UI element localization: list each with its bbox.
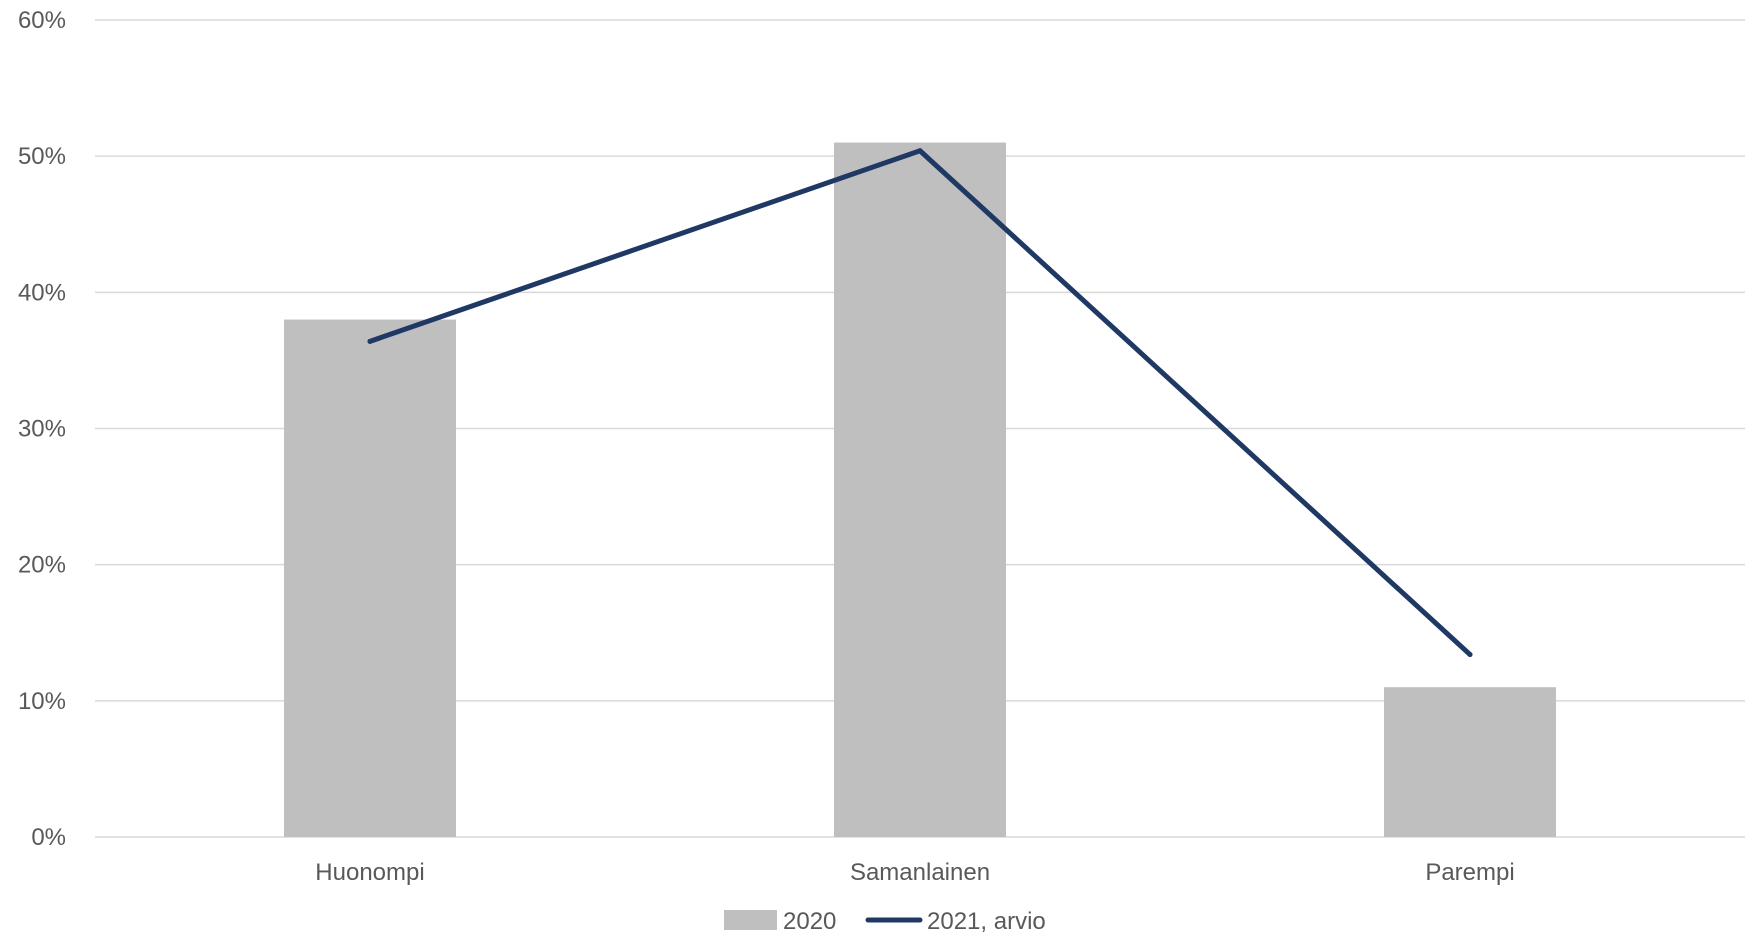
x-tick-label: Parempi (1425, 859, 1514, 886)
legend-swatch-2020 (724, 910, 777, 930)
y-axis-ticks: 0% 10% 20% 30% 40% 50% 60% (18, 7, 66, 851)
line-point-parempi (1467, 652, 1473, 658)
bar-2020-parempi (1384, 687, 1556, 837)
bar-2020-samanlainen (834, 142, 1006, 838)
y-tick-label: 40% (18, 279, 66, 306)
line-series (367, 148, 1473, 658)
x-tick-label: Huonompi (315, 859, 424, 886)
y-tick-label: 50% (18, 143, 66, 170)
y-tick-label: 60% (18, 7, 66, 34)
y-tick-label: 30% (18, 416, 66, 443)
x-tick-label: Samanlainen (850, 859, 990, 886)
y-tick-label: 10% (18, 688, 66, 715)
line-point-huonompi (367, 338, 373, 344)
legend: 2020 2021, arvio (724, 908, 1046, 935)
legend-label-2020: 2020 (783, 908, 836, 935)
bar-series (284, 142, 1556, 838)
bar-2020-huonompi (284, 319, 456, 838)
line-point-samanlainen (917, 148, 923, 154)
legend-label-2021-arvio: 2021, arvio (927, 908, 1046, 935)
y-tick-label: 20% (18, 552, 66, 579)
y-tick-label: 0% (31, 824, 66, 851)
x-axis-ticks: Huonompi Samanlainen Parempi (315, 859, 1514, 886)
